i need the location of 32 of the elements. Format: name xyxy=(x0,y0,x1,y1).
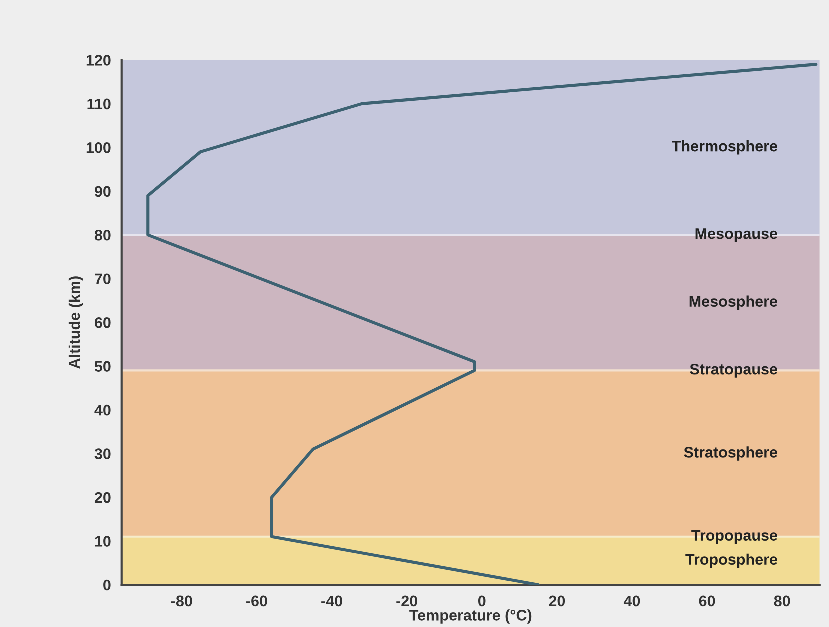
y-axis-title: Altitude (km) xyxy=(68,276,84,369)
ref-line-label: Tropopause xyxy=(692,530,778,544)
x-tick-label: 80 xyxy=(774,596,790,607)
x-tick-label: 60 xyxy=(699,596,716,607)
y-tick-label: 100 xyxy=(86,142,111,154)
band-label: Mesosphere xyxy=(690,296,778,310)
y-tick-label: 120 xyxy=(86,55,111,66)
x-tick-label: -60 xyxy=(246,596,268,607)
line-series xyxy=(146,63,818,585)
y-tick-label: 60 xyxy=(95,317,111,328)
y-tick-label: 80 xyxy=(94,230,111,241)
ref-line-label: Mesopause xyxy=(696,228,778,242)
ref-line-label: Stratopause xyxy=(690,364,778,378)
x-tick-label: 20 xyxy=(549,596,566,607)
y-tick-label: 70 xyxy=(95,274,111,285)
x-axis-title: Temperature (°C) xyxy=(410,610,532,624)
y-tick-label: 40 xyxy=(94,404,111,416)
x-tick-label: 40 xyxy=(624,596,640,607)
y-tick-label: 30 xyxy=(94,448,111,460)
band-label: Troposphere xyxy=(686,554,778,568)
y-tick-label: 20 xyxy=(94,492,111,504)
x-tick-label: -40 xyxy=(322,596,342,607)
y-tick-label: 0 xyxy=(104,580,111,591)
y-tick-label: 50 xyxy=(94,361,111,372)
y-tick-label: 110 xyxy=(88,98,111,110)
x-tick-label: 0 xyxy=(478,596,486,607)
x-tick-label: -80 xyxy=(171,596,192,607)
y-tick-label: 10 xyxy=(95,536,111,547)
x-tick-label: -20 xyxy=(396,596,418,607)
y-tick-label: 90 xyxy=(94,186,111,198)
band-label: Thermosphere xyxy=(672,140,778,155)
band-label: Stratosphere xyxy=(684,446,778,461)
